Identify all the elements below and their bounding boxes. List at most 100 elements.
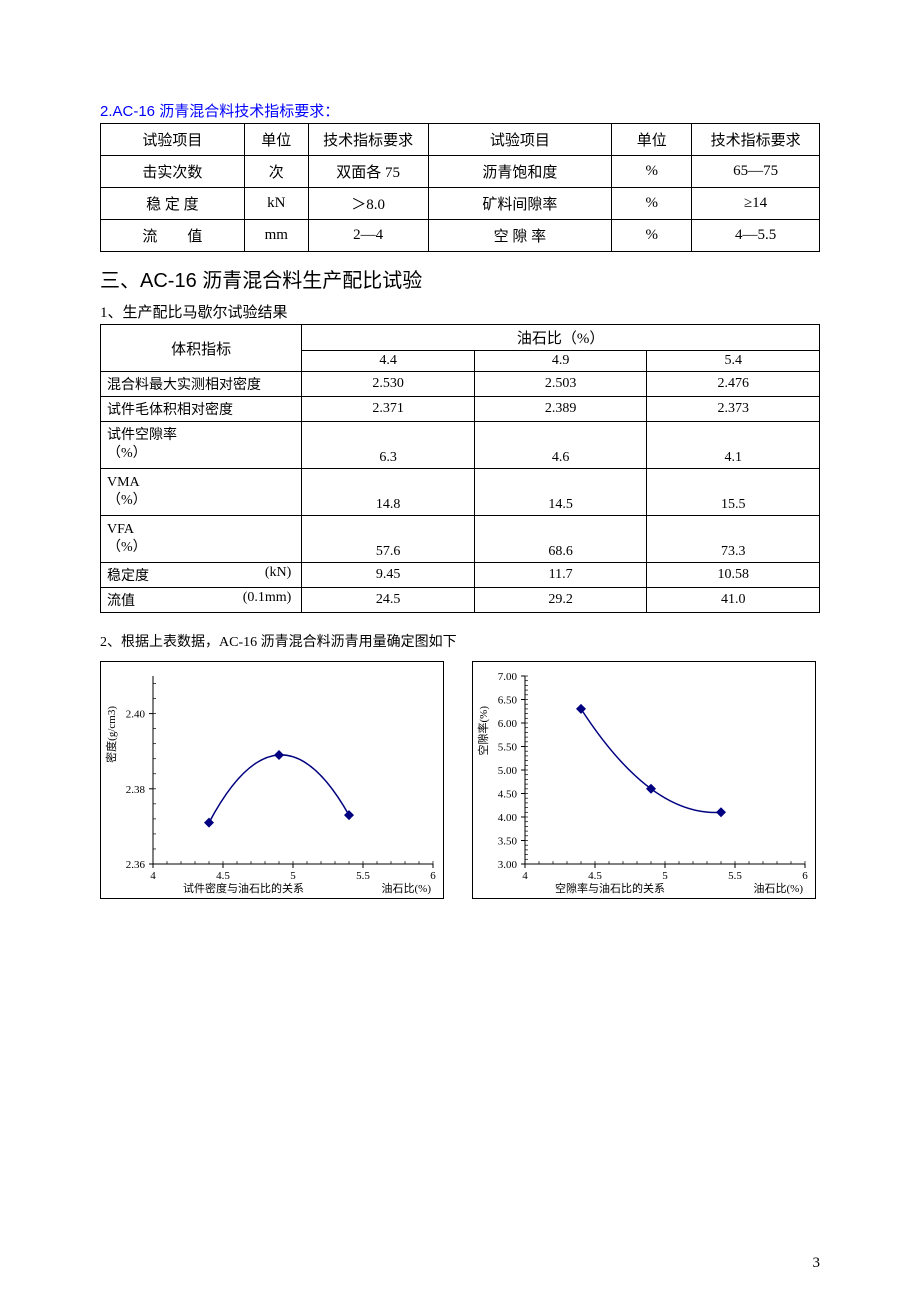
row-label: 试件空隙率 （%） [101, 422, 302, 469]
row-label-pct: （%） [107, 493, 147, 508]
svg-text:6.50: 6.50 [498, 695, 518, 707]
svg-text:2.40: 2.40 [126, 709, 146, 721]
svg-text:6: 6 [802, 870, 808, 882]
table1-header-row: 试验项目 单位 技术指标要求 试验项目 单位 技术指标要求 [101, 124, 820, 156]
svg-text:3.50: 3.50 [498, 836, 518, 848]
cell: % [612, 220, 692, 252]
cell: 2.373 [647, 397, 820, 422]
cell: 41.0 [647, 588, 820, 613]
row-label-text: 试件空隙率 [107, 428, 177, 443]
svg-text:4.50: 4.50 [498, 789, 518, 801]
svg-text:7.00: 7.00 [498, 671, 518, 683]
marshall-results-table: 体积指标 油石比（%） 4.4 4.9 5.4 混合料最大实测相对密度 2.53… [100, 324, 820, 613]
table1-row: 流 值 mm 2—4 空 隙 率 % 4—5.5 [101, 220, 820, 252]
row-label-unit: (0.1mm) [243, 590, 296, 606]
svg-text:5.5: 5.5 [356, 870, 370, 882]
cell: 29.2 [474, 588, 647, 613]
th-ratio-1: 4.9 [474, 351, 647, 372]
cell: 11.7 [474, 563, 647, 588]
cell: 15.5 [647, 469, 820, 516]
cell: 4.1 [647, 422, 820, 469]
row-label: 试件毛体积相对密度 [101, 397, 302, 422]
cell: 流 值 [101, 220, 245, 252]
table2-row: 稳定度 (kN) 9.45 11.7 10.58 [101, 563, 820, 588]
svg-text:空隙率与油石比的关系: 空隙率与油石比的关系 [555, 881, 665, 895]
svg-text:5.5: 5.5 [728, 870, 742, 882]
cell: 双面各 75 [308, 156, 428, 188]
charts-row: 2.362.382.4044.555.56密度(g/cm3)试件密度与油石比的关… [100, 661, 820, 899]
cell: 2.530 [302, 372, 475, 397]
cell: 矿料间隙率 [428, 188, 612, 220]
table2-row: 试件空隙率 （%） 6.3 4.6 4.1 [101, 422, 820, 469]
th-test2: 试验项目 [428, 124, 612, 156]
row-label: 流值 (0.1mm) [101, 588, 302, 613]
th-ratio-0: 4.4 [302, 351, 475, 372]
cell: mm [244, 220, 308, 252]
th-unit: 单位 [244, 124, 308, 156]
svg-text:密度(g/cm3): 密度(g/cm3) [104, 706, 118, 763]
cell: ≥14 [692, 188, 820, 220]
row-label-text: VFA [107, 522, 134, 537]
cell: 14.5 [474, 469, 647, 516]
cell: 14.8 [302, 469, 475, 516]
cell: 次 [244, 156, 308, 188]
cell: 4—5.5 [692, 220, 820, 252]
row-label-text: VMA [107, 475, 140, 490]
svg-text:试件密度与油石比的关系: 试件密度与油石比的关系 [183, 881, 304, 895]
cell: 57.6 [302, 516, 475, 563]
table2-row: VMA （%） 14.8 14.5 15.5 [101, 469, 820, 516]
svg-text:2.38: 2.38 [126, 784, 146, 796]
table2-header-row1: 体积指标 油石比（%） [101, 325, 820, 351]
th-ratio-2: 5.4 [647, 351, 820, 372]
th-req2: 技术指标要求 [692, 124, 820, 156]
table2-row: VFA （%） 57.6 68.6 73.3 [101, 516, 820, 563]
svg-text:4: 4 [522, 870, 528, 882]
svg-text:5.00: 5.00 [498, 765, 518, 777]
cell: 68.6 [474, 516, 647, 563]
row-label-pct: （%） [107, 540, 147, 555]
svg-text:3.00: 3.00 [498, 859, 518, 871]
svg-text:6: 6 [430, 870, 436, 882]
cell: kN [244, 188, 308, 220]
cell: 73.3 [647, 516, 820, 563]
row-label: 稳定度 (kN) [101, 563, 302, 588]
row-label-unit: (kN) [265, 565, 295, 581]
cell: 10.58 [647, 563, 820, 588]
table2-row: 试件毛体积相对密度 2.371 2.389 2.373 [101, 397, 820, 422]
table1-row: 击实次数 次 双面各 75 沥青饱和度 % 65—75 [101, 156, 820, 188]
chart-void-svg: 3.003.504.004.505.005.506.006.507.0044.5… [473, 662, 815, 898]
section-2-main-title: 三、AC-16 沥青混合料生产配比试验 [100, 264, 820, 293]
table2-row: 混合料最大实测相对密度 2.530 2.503 2.476 [101, 372, 820, 397]
row-label: 混合料最大实测相对密度 [101, 372, 302, 397]
row-label-text: 稳定度 [107, 569, 149, 584]
table1-row: 稳 定 度 kN ＞8.0 矿料间隙率 % ≥14 [101, 188, 820, 220]
svg-text:5.50: 5.50 [498, 742, 518, 754]
cell: 空 隙 率 [428, 220, 612, 252]
row-label: VFA （%） [101, 516, 302, 563]
cell: 2.503 [474, 372, 647, 397]
section-2-sub-title: 1、生产配比马歇尔试验结果 [100, 301, 820, 322]
th-unit2: 单位 [612, 124, 692, 156]
chart-density: 2.362.382.4044.555.56密度(g/cm3)试件密度与油石比的关… [100, 661, 444, 899]
cell: 稳 定 度 [101, 188, 245, 220]
svg-text:4.00: 4.00 [498, 812, 518, 824]
th-volume: 体积指标 [101, 325, 302, 372]
cell: % [612, 156, 692, 188]
cell: 2—4 [308, 220, 428, 252]
section-1-title: 2.AC-16 沥青混合料技术指标要求： [100, 100, 820, 121]
cell: 24.5 [302, 588, 475, 613]
cell: 2.476 [647, 372, 820, 397]
chart-note: 2、根据上表数据，AC-16 沥青混合料沥青用量确定图如下 [100, 631, 820, 651]
cell: 沥青饱和度 [428, 156, 612, 188]
chart-density-svg: 2.362.382.4044.555.56密度(g/cm3)试件密度与油石比的关… [101, 662, 443, 898]
svg-text:油石比(%): 油石比(%) [754, 881, 804, 895]
cell: 6.3 [302, 422, 475, 469]
svg-text:4.5: 4.5 [216, 870, 230, 882]
cell: 4.6 [474, 422, 647, 469]
svg-text:空隙率(%): 空隙率(%) [476, 706, 490, 756]
page-number: 3 [813, 1255, 821, 1272]
svg-text:油石比(%): 油石比(%) [382, 881, 432, 895]
tech-requirements-table: 试验项目 单位 技术指标要求 试验项目 单位 技术指标要求 击实次数 次 双面各… [100, 123, 820, 252]
th-req: 技术指标要求 [308, 124, 428, 156]
cell: 2.389 [474, 397, 647, 422]
